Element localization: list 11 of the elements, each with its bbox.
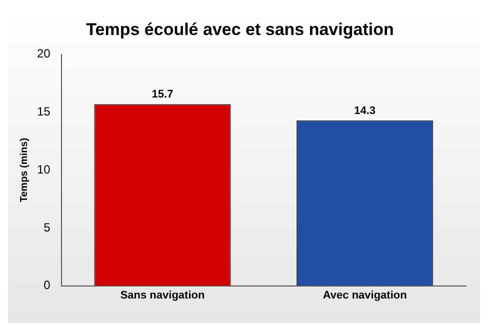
y-tick-label: 0 <box>44 278 51 292</box>
x-tick-label: Avec navigation <box>322 289 408 302</box>
data-label: 14.3 <box>354 104 376 117</box>
y-axis-title: Temps (mins) <box>18 138 30 202</box>
y-tick-label: 10 <box>36 162 51 176</box>
chart-title: Temps écoulé avec et sans navigation <box>86 20 394 39</box>
data-label: 15.7 <box>152 88 174 101</box>
x-tick-label: Sans navigation <box>120 289 205 302</box>
y-tick-label: 15 <box>36 104 51 119</box>
y-tick-label: 5 <box>44 220 51 234</box>
y-tick-label: 20 <box>36 46 51 61</box>
